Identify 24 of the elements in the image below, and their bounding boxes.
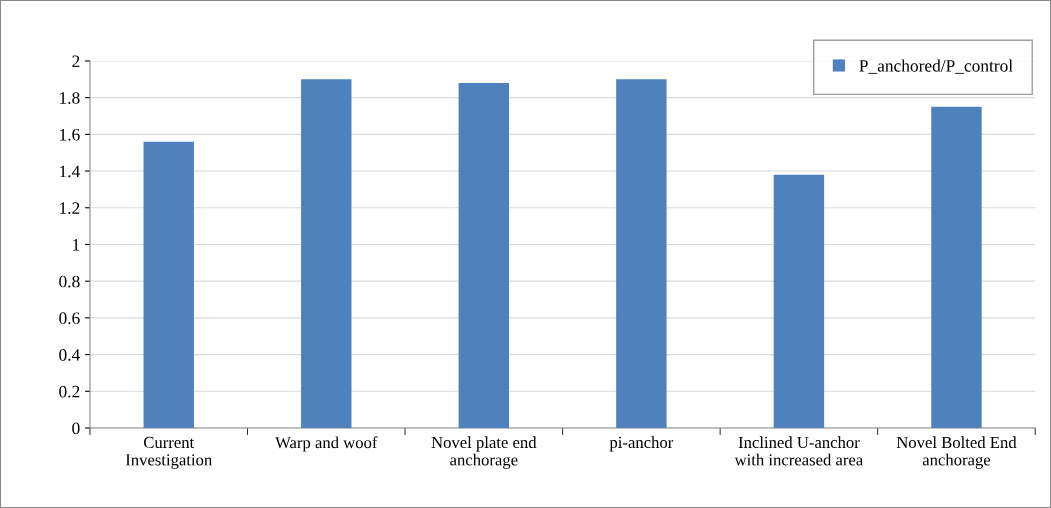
y-tick-label: 0.8 [59,275,80,288]
bar [458,82,510,428]
y-tick-label: 1.8 [60,92,80,104]
y-tick-label: 0 [72,422,80,435]
y-tick-label: 1.2 [60,202,80,215]
x-tick-label: Novel Bolted End anchorage [896,436,1017,469]
y-tick-label: 1.6 [60,128,80,141]
x-tick-label: Current Investigation [125,436,212,469]
x-tick-label: pi-anchor [609,436,674,452]
x-tick-label: Novel plate end anchorage [431,436,537,469]
x-tick-label: Warp and woof [275,436,378,452]
bar [931,106,982,428]
bar [773,174,825,428]
x-tick-label: Inclined U-anchor with increased area [734,436,863,466]
y-tick-label: 2 [72,55,80,67]
bar [301,79,352,428]
y-tick-label: 1.4 [60,165,80,178]
y-tick-label: 1 [73,239,80,251]
y-tick-label: 0.6 [59,312,80,325]
bar [616,79,667,428]
bar [143,141,194,428]
y-tick-label: 0.2 [59,385,80,398]
y-tick-label: 0.4 [59,349,80,361]
legend-label: P_anchored/P_control [859,59,1013,74]
